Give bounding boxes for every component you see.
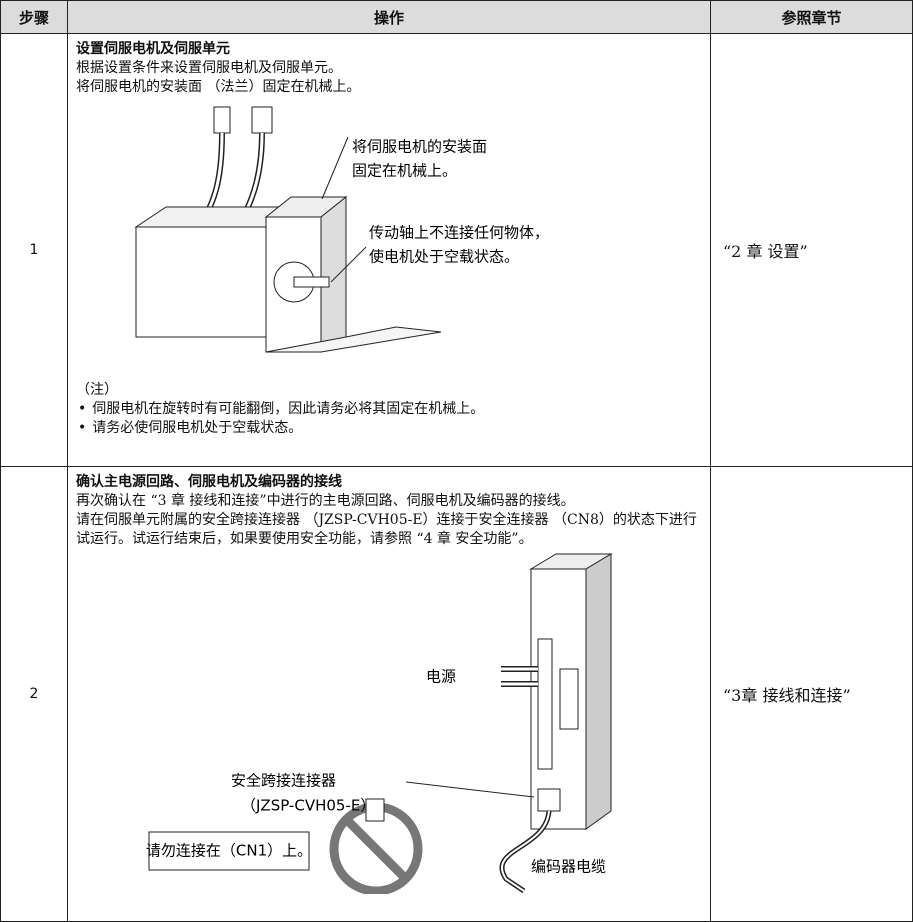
body-text: 再次确认在 “3 章 接线和连接”中进行的主电源回路、伺服电机及编码器的接线。 [76,493,575,509]
header-cell: 步骤 [0,0,68,34]
step-title: 设置伺服电机及伺服单元 [76,41,230,57]
figure-label: 传动轴上不连接任何物体， [369,224,549,242]
body-text: 将伺服电机的安装面 （法兰）固定在机械上。 [76,79,361,95]
operation-cell: 设置伺服电机及伺服单元 根据设置条件来设置伺服电机及伺服单元。 将伺服电机的安装… [67,33,711,467]
terminal-block [537,638,553,770]
figure-label: 编码器电缆 [531,858,606,876]
encoder-cable [501,810,550,892]
step-cell: 2 [0,466,68,922]
figure-label: 电源 [426,668,456,686]
safety-jumper [537,788,561,812]
flange-side [320,195,347,353]
motor-body [135,226,267,338]
figure-label: 将伺服电机的安装面 [352,138,487,156]
leader [321,136,349,200]
connector [251,106,273,134]
figure-label: （JZSP-CVH05-E） [241,797,375,815]
note: 请务必使伺服电机处于空载状态。 [76,419,702,438]
header-row: 步骤 操作 参照章节 [0,0,913,34]
note-list: 伺服电机在旋转时有可能翻倒，因此请务必将其固定在机械上。 请务必使伺服电机处于空… [76,400,702,438]
leader [405,781,535,798]
body-text: 根据设置条件来设置伺服电机及伺服单元。 [76,60,342,76]
row: 1 设置伺服电机及伺服单元 根据设置条件来设置伺服电机及伺服单元。 将伺服电机的… [0,33,913,467]
figure-label: 使电机处于空载状态。 [369,248,519,266]
servo-figure: 电源 安全跨接连接器 （JZSP-CVH05-E） 请勿连接在（CN1）上。 编… [146,553,613,894]
figure-label: 安全跨接连接器 [231,772,336,790]
note-title: （注） [76,382,118,398]
step-title: 确认主电源回路、伺服电机及编码器的接线 [76,474,342,490]
leader [330,246,367,283]
plug [365,798,385,822]
shaft [293,276,330,288]
row: 2 确认主电源回路、伺服电机及编码器的接线 再次确认在 “3 章 接线和连接”中… [0,466,913,922]
prohibited-slash [342,815,410,883]
connector [213,106,231,134]
reference-cell: “2 章 设置” [710,33,913,467]
power-cable [501,667,538,686]
connector-port [559,668,579,730]
figure-label: 固定在机械上。 [352,162,457,180]
unit-side [585,553,612,830]
base-plate [265,326,442,353]
header-cell: 参照章节 [710,0,913,34]
note: 伺服电机在旋转时有可能翻倒，因此请务必将其固定在机械上。 [76,400,702,419]
reference-cell: “3章 接线和连接” [710,466,913,922]
motor-figure: 将伺服电机的安装面 固定在机械上。 传动轴上不连接任何物体， 使电机处于空载状态… [134,106,549,353]
body-text: 请在伺服单元附属的安全跨接连接器 （JZSP-CVH05-E）连接于安全连接器 … [76,512,697,547]
warning-box [148,831,310,871]
header-cell: 操作 [67,0,711,34]
warning-text: 请勿连接在（CN1）上。 [146,842,312,860]
operation-cell: 确认主电源回路、伺服电机及编码器的接线 再次确认在 “3 章 接线和连接”中进行… [67,466,711,922]
step-cell: 1 [0,33,68,467]
